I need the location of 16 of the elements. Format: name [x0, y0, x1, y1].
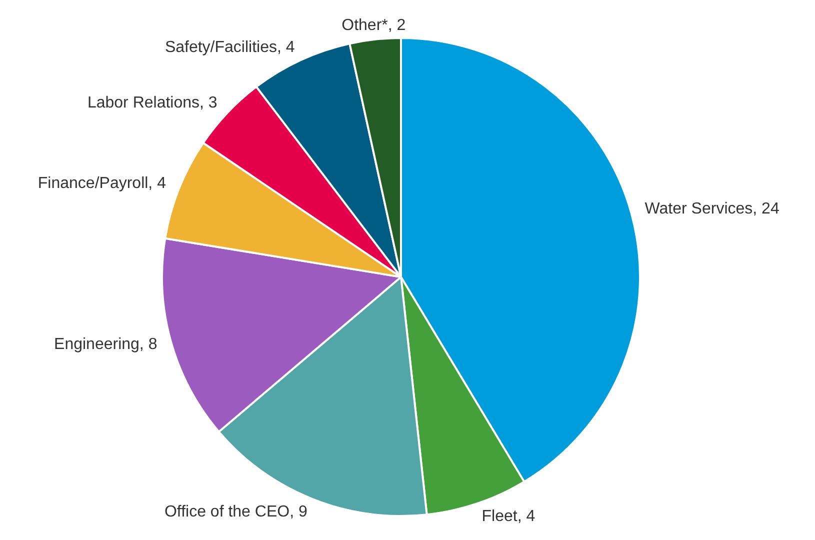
- slice-label: Water Services: [644, 200, 753, 218]
- slice-label: Fleet: [482, 508, 518, 526]
- data-label: , 4: [148, 174, 166, 192]
- slice-label: Other*: [342, 16, 388, 34]
- data-label: , 2: [388, 16, 406, 34]
- data-label: , 24: [752, 200, 780, 218]
- slice-label: Labor Relations: [87, 94, 200, 112]
- data-label: , 4: [276, 38, 295, 56]
- slice-label: Finance/Payroll: [38, 174, 148, 192]
- data-label: , 9: [290, 503, 308, 520]
- slice-label: Engineering: [54, 336, 140, 354]
- data-label: , 4: [517, 508, 536, 526]
- data-label: , 8: [139, 336, 158, 354]
- slice-label: Safety/Facilities: [164, 38, 277, 56]
- slice-label: Office of the CEO: [164, 503, 290, 520]
- data-label: , 3: [200, 94, 218, 112]
